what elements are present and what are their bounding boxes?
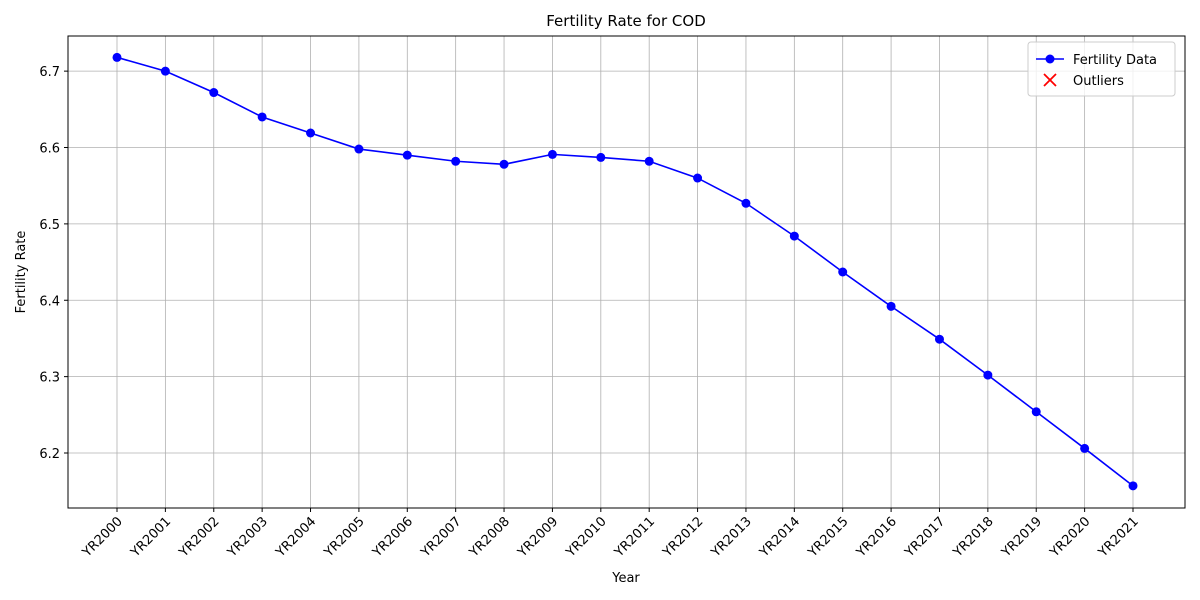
marker-stroke — [1043, 73, 1057, 87]
data-point — [644, 156, 654, 166]
data-point — [402, 150, 412, 160]
data-point — [112, 52, 122, 62]
data-point — [596, 152, 606, 162]
data-point — [499, 159, 509, 169]
legend-label: Outliers — [1073, 74, 1124, 89]
x-tick-label: YR2007 — [418, 514, 465, 561]
x-tick-label: YR2017 — [902, 514, 949, 561]
data-point — [886, 301, 896, 311]
y-tick-label: 6.6 — [39, 142, 60, 157]
x-tick-label: YR2005 — [321, 514, 368, 561]
legend-label: Fertility Data — [1073, 53, 1157, 68]
data-point — [741, 198, 751, 208]
x-tick-label: YR2013 — [708, 514, 755, 561]
x-tick-label: YR2008 — [466, 514, 513, 561]
chart-title: Fertility Rate for COD — [546, 12, 706, 30]
x-tick-label: YR2000 — [79, 514, 126, 561]
data-point — [1031, 407, 1041, 417]
y-tick-label: 6.4 — [39, 294, 60, 309]
x-tick-label: YR2019 — [998, 514, 1045, 561]
x-tick-label: YR2003 — [224, 514, 271, 561]
data-point — [1128, 481, 1138, 491]
legend-box — [1027, 41, 1176, 97]
data-point — [693, 173, 703, 183]
legend-marker — [1045, 54, 1055, 64]
y-tick-label: 6.7 — [39, 65, 60, 80]
y-tick-label: 6.2 — [39, 447, 60, 462]
x-tick-label: YR2012 — [660, 514, 707, 561]
data-point — [209, 88, 219, 98]
x-tick-label: YR2001 — [127, 514, 174, 561]
x-tick-label: YR2009 — [515, 514, 562, 561]
x-tick-label: YR2010 — [563, 514, 610, 561]
data-point — [547, 149, 557, 159]
data-point — [257, 112, 267, 122]
y-tick-label: 6.3 — [39, 371, 60, 386]
x-axis-label: Year — [611, 571, 640, 586]
x-tick-label: YR2021 — [1095, 514, 1142, 561]
plot-frame — [67, 35, 1186, 509]
data-point — [354, 144, 364, 154]
x-tick-label: YR2016 — [853, 514, 900, 561]
x-tick-label: YR2014 — [756, 514, 803, 561]
y-axis-label: Fertility Rate — [14, 231, 29, 314]
data-point — [789, 231, 799, 241]
legend-marker — [1043, 73, 1057, 87]
x-tick-label: YR2004 — [273, 514, 320, 561]
data-point — [160, 66, 170, 76]
data-point — [451, 156, 461, 166]
x-tick-label: YR2002 — [176, 514, 223, 561]
x-tick-label: YR2015 — [805, 514, 852, 561]
data-point — [838, 267, 848, 277]
x-tick-label: YR2018 — [950, 514, 997, 561]
data-line — [116, 56, 1134, 487]
data-point — [1080, 443, 1090, 453]
data-point — [934, 334, 944, 344]
x-tick-label: YR2011 — [611, 514, 658, 561]
data-point — [306, 128, 316, 138]
y-tick-label: 6.5 — [39, 218, 60, 233]
x-tick-label: YR2020 — [1047, 514, 1094, 561]
data-point — [983, 370, 993, 380]
x-tick-label: YR2006 — [369, 514, 416, 561]
